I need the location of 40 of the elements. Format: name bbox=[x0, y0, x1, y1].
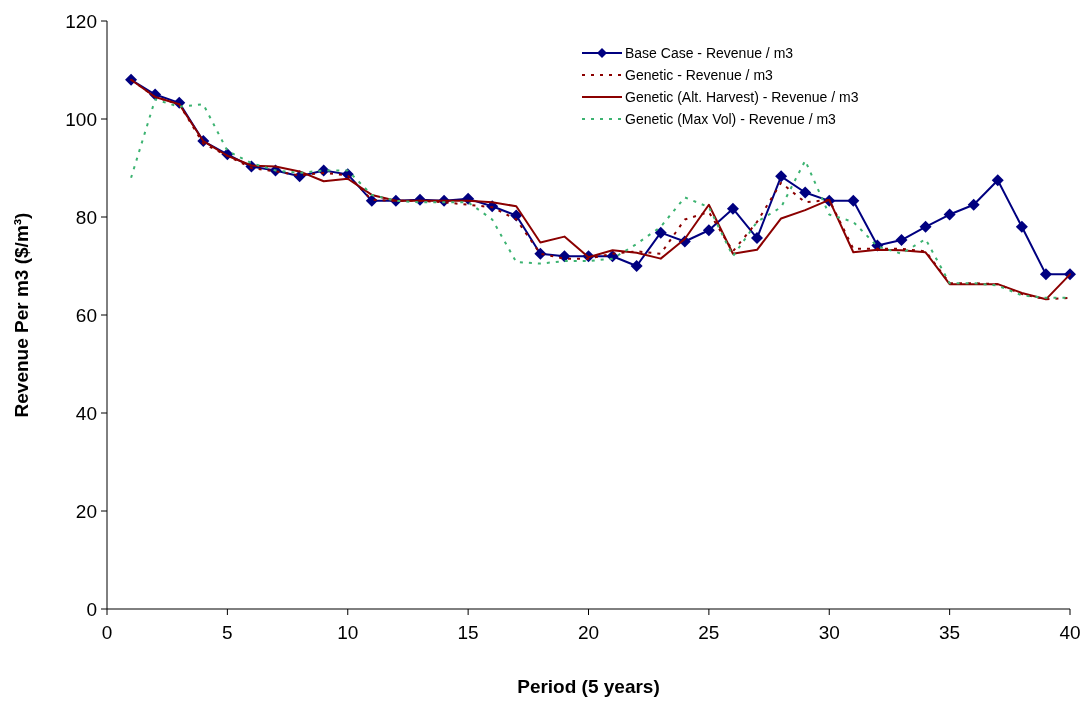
legend-label: Genetic (Alt. Harvest) - Revenue / m3 bbox=[625, 88, 859, 105]
point bbox=[1015, 220, 1028, 233]
point bbox=[919, 220, 932, 233]
x-tick-label: 20 bbox=[577, 622, 600, 643]
x-axis-title: Period (5 years) bbox=[517, 676, 660, 697]
y-tick-label: 80 bbox=[75, 206, 97, 228]
y-tick-label: 120 bbox=[65, 10, 97, 32]
x-tick-label: 10 bbox=[337, 622, 359, 643]
point bbox=[1039, 268, 1052, 281]
y-tick-label: 100 bbox=[65, 108, 97, 130]
x-tick-label: 0 bbox=[101, 622, 113, 643]
point bbox=[558, 250, 571, 263]
point bbox=[702, 224, 715, 237]
y-tick-label: 20 bbox=[75, 500, 97, 522]
y-tick-label: 60 bbox=[75, 304, 97, 326]
x-tick-label: 5 bbox=[222, 622, 233, 643]
point bbox=[775, 170, 788, 183]
point bbox=[847, 194, 860, 207]
legend-label: Genetic (Max Vol) - Revenue / m3 bbox=[625, 110, 837, 127]
point bbox=[534, 247, 547, 260]
y-tick-label: 0 bbox=[86, 598, 97, 620]
point bbox=[726, 202, 739, 215]
point bbox=[654, 226, 667, 239]
point bbox=[630, 260, 643, 272]
point bbox=[799, 186, 812, 199]
point bbox=[751, 232, 764, 245]
x-tick-label: 35 bbox=[939, 622, 961, 643]
y-axis-title: Revenue Per m3 ($/m³) bbox=[11, 212, 32, 418]
point bbox=[967, 198, 980, 211]
point bbox=[365, 194, 378, 207]
point bbox=[895, 234, 908, 247]
x-tick-label: 15 bbox=[457, 622, 479, 643]
x-tick-label: 40 bbox=[1059, 622, 1081, 643]
point bbox=[991, 174, 1004, 187]
point bbox=[943, 208, 956, 221]
legend-label: Base Case - Revenue / m3 bbox=[625, 44, 794, 61]
x-tick-label: 30 bbox=[818, 622, 840, 643]
x-tick-label: 25 bbox=[698, 622, 720, 643]
legend-label: Genetic - Revenue / m3 bbox=[625, 66, 774, 83]
y-tick-label: 40 bbox=[75, 402, 97, 424]
